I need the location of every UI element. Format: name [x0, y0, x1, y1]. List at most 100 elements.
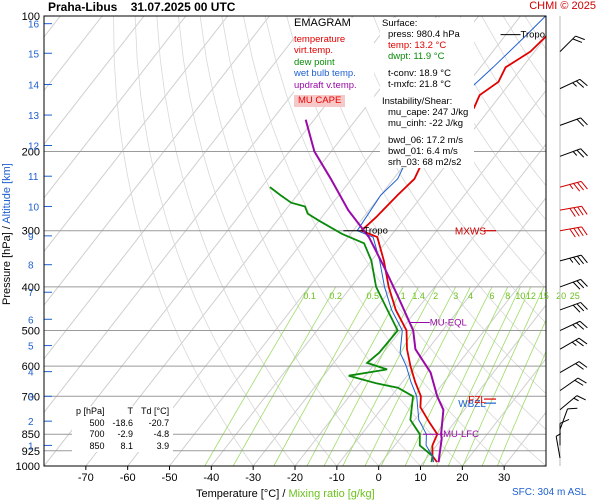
wind-barb-feather: [578, 361, 588, 368]
marker-label: Tropo: [521, 30, 545, 41]
t-mxfc: t-mxfc: 21.8 °C: [388, 79, 451, 90]
mixing-ratio-label: 1.4: [412, 291, 425, 301]
marker-label: Tropo: [363, 226, 387, 237]
wind-barb-staff: [559, 395, 578, 411]
mixing-ratio-label: 20: [556, 291, 566, 301]
altitude-tick-label: 6: [28, 315, 34, 326]
wind-barb: [559, 205, 588, 217]
temp-tick-label: 20: [456, 472, 468, 484]
series-updraft-v-temp-: [304, 119, 445, 463]
altitude-tick-label: 2: [28, 417, 34, 428]
altitude-tick-label: 1: [28, 441, 34, 452]
mixing-ratio-label: 25: [570, 291, 580, 301]
mixing-ratio-line: [204, 286, 310, 466]
mixing-ratio-label: 0.5: [367, 291, 380, 301]
wind-barb-staff: [559, 361, 580, 374]
isotherm-line: [336, 197, 546, 466]
marker-label: MU-EQL: [430, 318, 467, 329]
shear-heading: Instability/Shear:: [382, 96, 453, 107]
mixing-ratio-label: 0.2: [329, 291, 342, 301]
wind-barb-feather: [576, 182, 584, 191]
wind-barb: [559, 395, 586, 411]
wind-barb-feather: [581, 226, 588, 236]
table-header-t: T: [127, 406, 134, 416]
wind-barb-feather: [580, 279, 588, 287]
wind-barb: [559, 226, 588, 238]
isotherm-line: [461, 357, 546, 466]
wind-barb-feather: [569, 228, 576, 238]
mixing-ratio-line: [481, 319, 546, 466]
wind-barb-staff: [555, 436, 561, 459]
wind-barb-feather: [572, 281, 581, 290]
wind-barb: [559, 418, 570, 446]
side-label: WBZL: [458, 399, 486, 410]
wind-barb-feather: [575, 339, 584, 347]
wind-barb-feather: [559, 418, 570, 424]
altitude-tick-label: 13: [28, 111, 40, 122]
mixing-ratio-label: 10: [515, 291, 525, 301]
legend-box: EMAGRAM temperature virt.temp. dew point…: [294, 17, 374, 107]
isotherm-line: [44, 16, 312, 360]
table-row: 500 -18.6 -20.7: [72, 418, 173, 430]
mixing-ratio-label: 12: [526, 291, 536, 301]
isotherm-line: [85, 16, 438, 466]
surface-dwpt: dwpt: 11.9 °C: [388, 51, 445, 62]
wind-barb-feather: [576, 303, 585, 312]
wind-barb-feather: [575, 363, 584, 370]
wind-barb-staff: [559, 377, 579, 392]
y-axis-title-altitude: Altitude [km]: [1, 163, 13, 224]
table-cell: 700: [89, 429, 105, 439]
surface-press: press: 980.4 hPa: [388, 29, 460, 40]
wind-barb-feather: [573, 256, 581, 266]
wind-barb-feather: [573, 207, 580, 217]
wind-barb: [559, 35, 585, 52]
wind-barb-feather: [569, 208, 576, 217]
isotherm-line: [503, 411, 546, 466]
table-row: 700 -2.9 -4.8: [72, 429, 173, 441]
isotherm-line: [420, 304, 546, 466]
altitude-tick-label: 15: [28, 49, 40, 60]
mixing-ratio-label: 15: [539, 291, 549, 301]
wind-barb: [555, 433, 562, 459]
wind-barb: [559, 148, 588, 158]
sounding-datetime: 31.07.2025 00 UTC: [130, 0, 236, 14]
wind-barb-feather: [580, 117, 588, 126]
temp-tick-label: -50: [162, 472, 178, 484]
srh-03: srh_03: 68 m2/s2: [388, 157, 462, 168]
table-cell: 3.9: [156, 440, 170, 451]
wind-barb-feather: [579, 320, 588, 329]
wind-barb-feather: [572, 38, 583, 43]
wind-barb-staff: [559, 78, 581, 90]
mixing-ratio-line: [497, 350, 546, 466]
isotherm-line: [44, 16, 229, 253]
wind-barb-half-feather: [555, 433, 562, 437]
wind-barb: [559, 278, 588, 290]
dry-adiabat: [394, 16, 546, 255]
mixing-ratio-label: 4: [468, 291, 473, 301]
dry-adiabat: [416, 16, 546, 221]
pressure-tick-label: 200: [22, 146, 40, 158]
t-conv: t-conv: 18.9 °C: [388, 68, 451, 79]
dry-adiabat: [372, 16, 546, 289]
wind-barb-staff: [559, 301, 581, 311]
pressure-tick-label: 1000: [16, 461, 40, 473]
wind-barb-feather: [576, 280, 585, 289]
isotherm-line: [378, 250, 546, 466]
wind-barb-feather: [567, 407, 578, 410]
altitude-tick-label: 12: [28, 142, 40, 153]
altitude-tick-label: 8: [28, 261, 34, 272]
temp-tick-label: -10: [329, 472, 345, 484]
series-dew-point: [269, 186, 434, 463]
wind-barb: [559, 117, 588, 127]
pressure-tick-label: 925: [22, 446, 40, 458]
isotherm-line: [44, 16, 103, 92]
table-cell: 8.1: [120, 440, 134, 451]
wind-barb: [559, 254, 588, 266]
wind-barb-feather: [577, 227, 584, 237]
wind-barb-half-feather: [573, 397, 579, 402]
mixing-ratio-label: 2: [433, 291, 438, 301]
level-table: p [hPa] T Td [°C] 500 -18.6 -20.7 700 -2…: [72, 406, 174, 452]
x-axis-title-mix: Mixing ratio [g/kg]: [288, 488, 375, 500]
wind-barb: [559, 78, 588, 90]
table-cell: -2.9: [117, 429, 134, 439]
